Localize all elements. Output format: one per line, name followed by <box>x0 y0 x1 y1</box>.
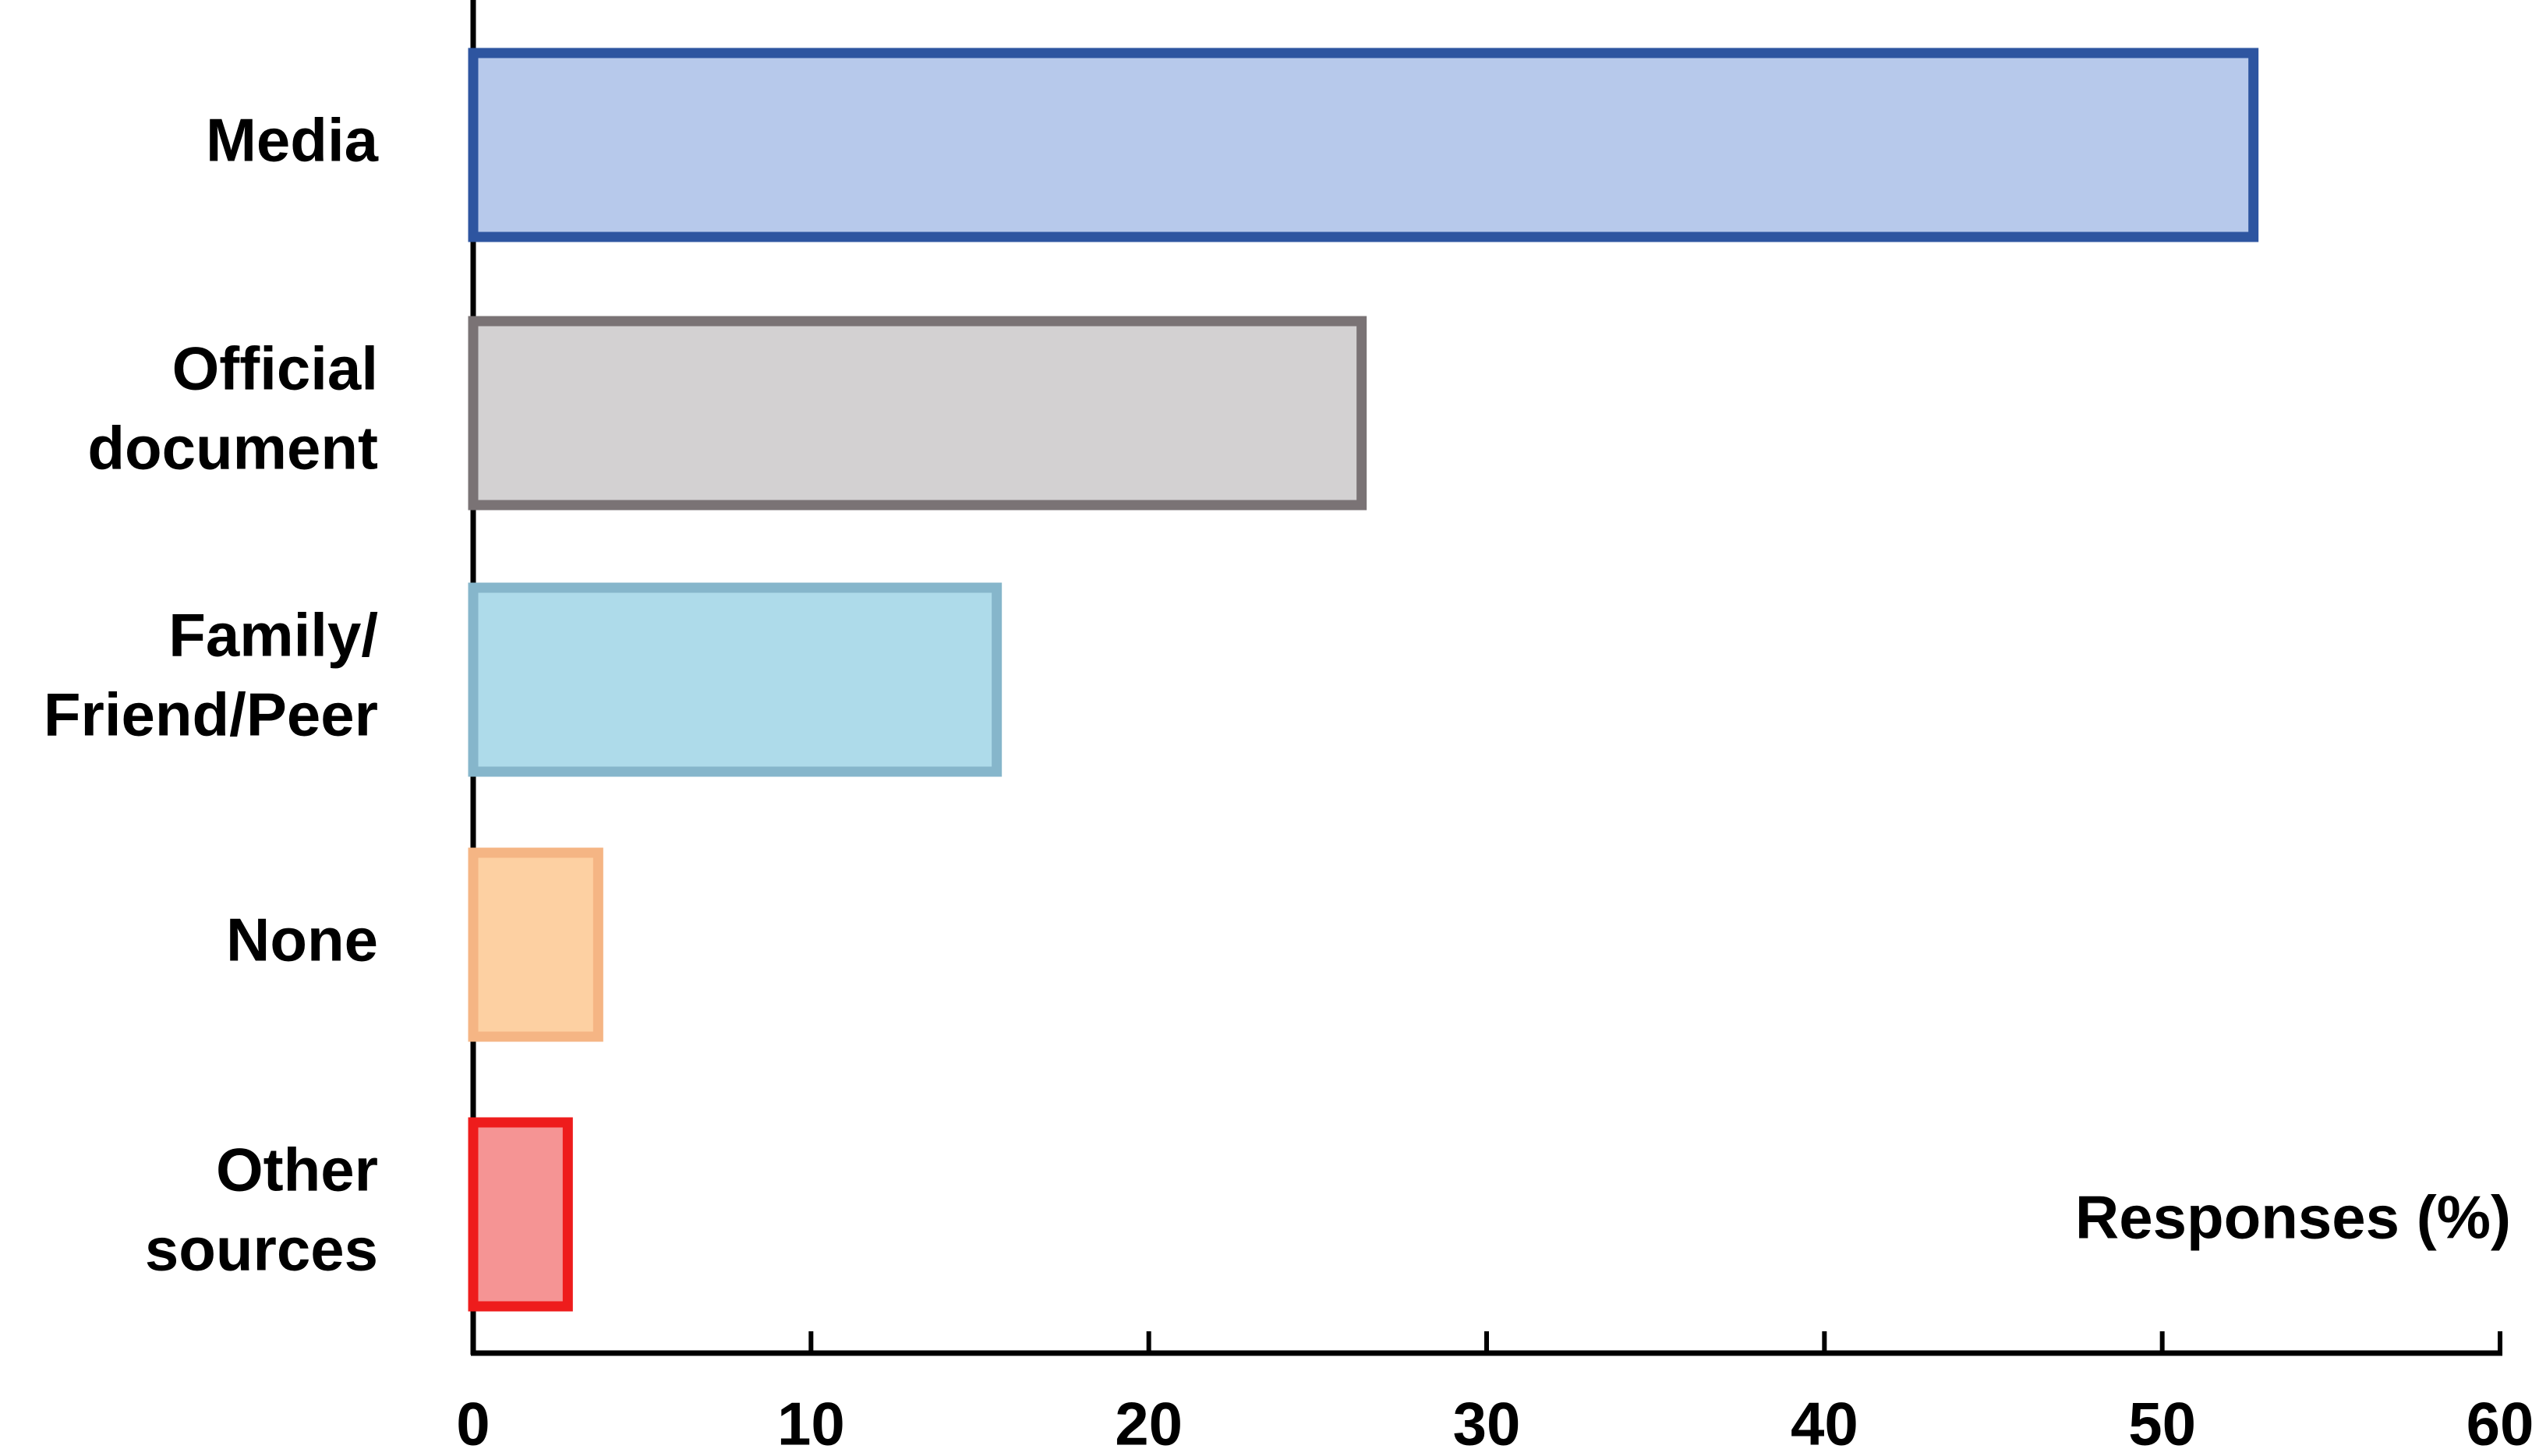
x-tick-label: 20 <box>1115 1390 1183 1456</box>
x-tick-label: 40 <box>1791 1390 1858 1456</box>
y-tick-label: Other <box>216 1136 378 1204</box>
x-tick-label: 30 <box>1453 1390 1521 1456</box>
y-tick-label: None <box>226 906 378 974</box>
y-tick-label: Official <box>172 334 378 403</box>
y-tick-label: Friend/Peer <box>44 680 378 749</box>
x-axis-label: Responses (%) <box>2075 1183 2511 1252</box>
y-tick-label: Media <box>206 106 379 175</box>
bar <box>468 316 1367 511</box>
x-tick-label: 10 <box>777 1390 845 1456</box>
x-tick-label: 50 <box>2128 1390 2196 1456</box>
y-tick-label: sources <box>145 1215 378 1284</box>
y-tick-label: Family/ <box>168 601 378 670</box>
bar <box>468 48 2259 242</box>
x-tick-label: 60 <box>2467 1390 2532 1456</box>
bar <box>468 582 1003 777</box>
y-tick-label: document <box>87 414 378 482</box>
x-tick-label: 0 <box>456 1390 490 1456</box>
bar <box>468 847 603 1042</box>
bar <box>468 1117 573 1312</box>
